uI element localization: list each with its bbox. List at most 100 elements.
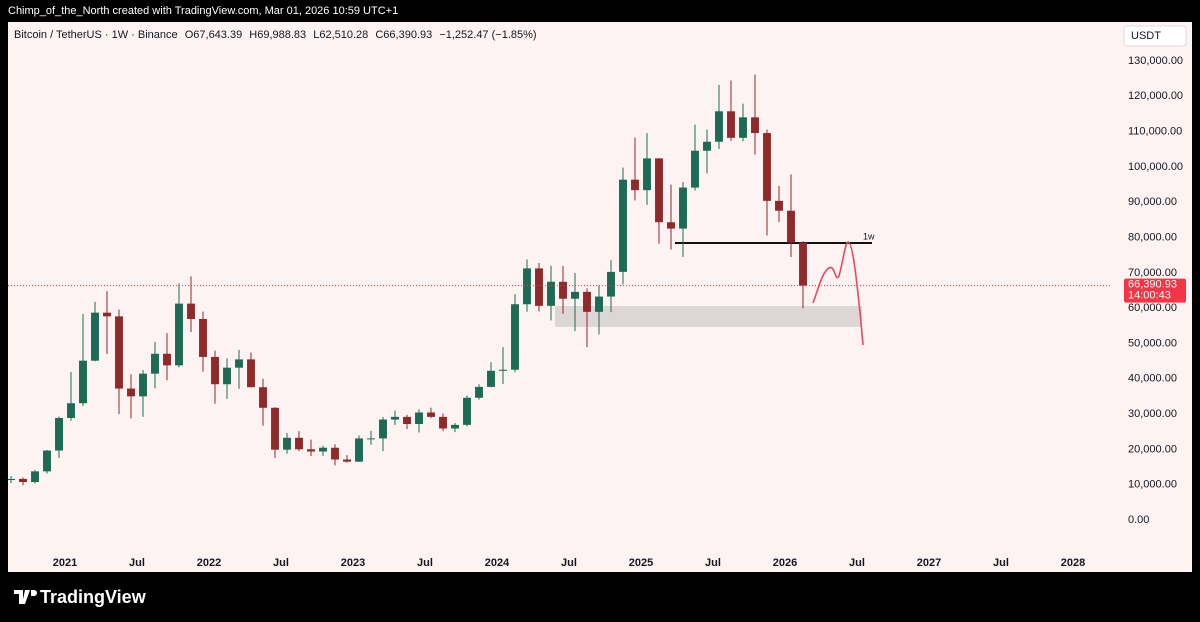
y-tick-label: 130,000.00	[1128, 55, 1183, 67]
y-tick-label: 40,000.00	[1128, 373, 1177, 385]
candle-body	[271, 407, 279, 450]
candle-body	[439, 416, 447, 429]
candle-body	[259, 387, 267, 408]
x-tick-label: Jul	[561, 557, 577, 569]
candle-body	[535, 268, 543, 306]
candle-body	[559, 281, 567, 299]
candle-body	[655, 158, 663, 223]
candle-body	[211, 356, 219, 385]
candle-body	[199, 318, 207, 357]
candle-body	[475, 386, 483, 398]
candle-body	[739, 117, 747, 138]
x-tick-label: 2024	[485, 557, 510, 569]
y-tick-label: 0.00	[1128, 514, 1149, 526]
symbol: Bitcoin / TetherUS · 1W · Binance	[14, 29, 178, 41]
candle-body	[667, 222, 675, 229]
x-tick-label: Jul	[849, 557, 865, 569]
candle-body	[571, 291, 579, 299]
candle-body	[463, 397, 471, 425]
projection-path	[812, 241, 864, 346]
x-tick-label: 2022	[197, 557, 221, 569]
candle-body	[139, 373, 147, 397]
candle-body	[763, 133, 771, 201]
candle-body	[283, 437, 291, 450]
currency-box[interactable]	[1123, 25, 1187, 47]
level-label: 1w	[863, 231, 875, 241]
y-tick-label: 100,000.00	[1128, 161, 1183, 173]
y-tick-label: 60,000.00	[1128, 302, 1177, 314]
x-tick-label: Jul	[273, 557, 289, 569]
candle-body	[223, 367, 231, 385]
close-value: C66,390.93	[375, 29, 432, 41]
y-tick-label: 120,000.00	[1128, 90, 1183, 102]
candle-body	[307, 449, 315, 452]
candle-body	[295, 437, 303, 450]
y-tick-label: 70,000.00	[1128, 267, 1177, 279]
candle-body	[451, 424, 459, 429]
currency: USDT	[1131, 30, 1161, 42]
candle-body	[775, 200, 783, 211]
last-price-label: 66,390.93	[1128, 279, 1177, 291]
y-tick-label: 20,000.00	[1128, 443, 1177, 455]
x-tick-label: 2023	[341, 557, 365, 569]
candle-body	[367, 438, 375, 440]
x-tick-label: 2028	[1061, 557, 1085, 569]
candle-body	[751, 117, 759, 134]
y-tick-label: 80,000.00	[1128, 231, 1177, 243]
candle-body	[619, 179, 627, 272]
candle-body	[631, 179, 639, 191]
last-price-tag	[1124, 278, 1186, 303]
x-tick-label: 2021	[53, 557, 77, 569]
brand: TradingView	[40, 587, 147, 607]
candle-body	[523, 268, 531, 305]
candle-body	[607, 271, 615, 297]
candle-body	[331, 447, 339, 460]
candle-body	[715, 111, 723, 142]
candle-body	[547, 281, 555, 306]
candle-body	[67, 403, 75, 418]
x-tick-label: 2027	[917, 557, 941, 569]
low-value: L62,510.28	[313, 29, 368, 41]
x-tick-label: Jul	[129, 557, 145, 569]
y-tick-label: 10,000.00	[1128, 479, 1177, 491]
y-tick-label: 110,000.00	[1128, 126, 1182, 138]
y-tick-label: 90,000.00	[1128, 196, 1177, 208]
candle-body	[595, 296, 603, 312]
candles	[8, 74, 1112, 486]
candle-body	[151, 353, 159, 374]
candle-body	[55, 417, 63, 451]
x-tick-label: Jul	[993, 557, 1009, 569]
brand-logo	[14, 590, 37, 604]
credit: Chimp_of_the_North created with TradingV…	[8, 5, 398, 17]
candle-body	[43, 450, 51, 472]
candle-body	[679, 187, 687, 229]
candle-body	[787, 210, 795, 243]
candle-body	[511, 304, 519, 370]
drawings	[555, 241, 872, 346]
candle-body	[127, 388, 135, 397]
candle-body	[487, 370, 495, 387]
candle-body	[319, 447, 327, 452]
zone-box	[555, 306, 862, 327]
candle-body	[175, 303, 183, 366]
candle-body	[415, 412, 423, 425]
candle-body	[115, 316, 123, 389]
candle-body	[427, 412, 435, 417]
y-tick-label: 50,000.00	[1128, 337, 1177, 349]
countdown: 14:00:43	[1128, 290, 1171, 302]
high-value: H69,988.83	[249, 29, 306, 41]
y-tick-label: 30,000.00	[1128, 408, 1177, 420]
candle-body	[499, 369, 507, 371]
candle-body	[8, 478, 15, 481]
open-value: O67,643.39	[185, 29, 243, 41]
x-tick-label: Jul	[417, 557, 433, 569]
header: Bitcoin / TetherUS · 1W · Binance O67,64…	[14, 29, 537, 41]
x-tick-label: Jul	[705, 557, 721, 569]
candle-body	[391, 416, 399, 420]
candle-body	[91, 312, 99, 361]
candle-body	[247, 359, 255, 388]
candle-body	[403, 416, 411, 425]
candle-body	[235, 359, 243, 368]
